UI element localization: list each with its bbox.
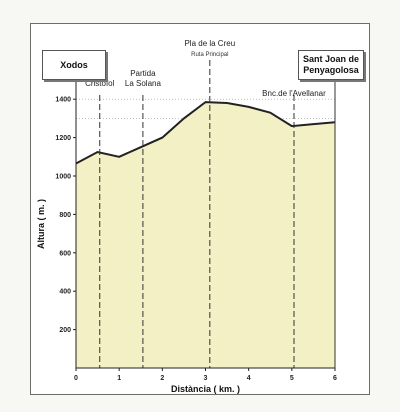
x-tick-label-2: 2 (160, 375, 164, 382)
y-tick-label-0: 200 (59, 327, 71, 334)
x-tick-label-3: 3 (204, 375, 208, 382)
y-axis-title: Altura ( m. ) (36, 199, 46, 249)
elevation-area (76, 102, 335, 368)
end-location-label: Sant Joan de Penyagolosa (298, 50, 364, 80)
x-tick-label-0: 0 (74, 375, 78, 382)
y-tick-label-2: 600 (59, 250, 71, 257)
waypoint-label-1-1: La Solana (125, 79, 162, 88)
waypoint-label-0-1: Cristofol (85, 79, 115, 88)
x-tick-label-1: 1 (117, 375, 121, 382)
x-axis-title: Distància ( km. ) (171, 384, 240, 394)
y-tick-label-6: 1400 (55, 97, 71, 104)
y-tick-label-5: 1200 (55, 135, 71, 142)
start-location-label: Xodos (42, 50, 106, 80)
waypoint-label-1-0: Partida (130, 69, 156, 78)
y-tick-label-3: 800 (59, 212, 71, 219)
waypoint-label-3-0: Bnc.de l'Avellanar (262, 89, 326, 98)
elevation-line (75, 101, 336, 165)
x-tick-label-4: 4 (247, 375, 251, 382)
waypoint-sublabel-2: Ruta Principal (191, 52, 228, 58)
x-tick-label-6: 6 (333, 375, 337, 382)
y-tick-label-4: 1000 (55, 174, 71, 181)
x-tick-label-5: 5 (290, 375, 294, 382)
waypoint-label-2-0: Pla de la Creu (184, 39, 235, 48)
y-tick-label-1: 400 (59, 289, 71, 296)
